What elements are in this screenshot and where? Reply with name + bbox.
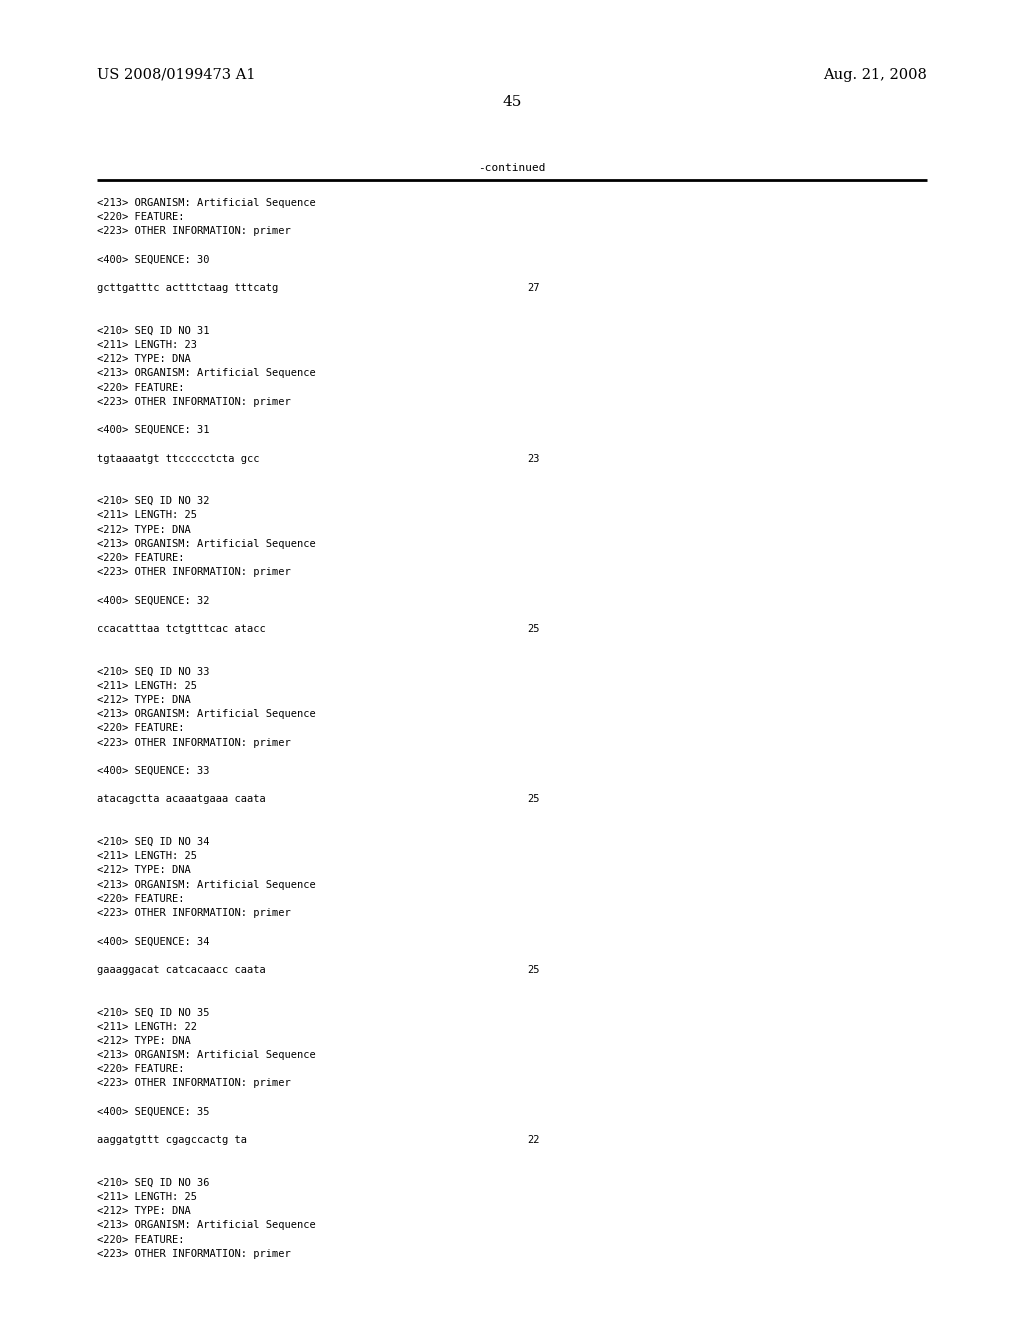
Text: <223> OTHER INFORMATION: primer: <223> OTHER INFORMATION: primer: [97, 738, 291, 747]
Text: 25: 25: [527, 795, 540, 804]
Text: 23: 23: [527, 454, 540, 463]
Text: <220> FEATURE:: <220> FEATURE:: [97, 553, 184, 564]
Text: <400> SEQUENCE: 33: <400> SEQUENCE: 33: [97, 766, 210, 776]
Text: <211> LENGTH: 25: <211> LENGTH: 25: [97, 851, 197, 861]
Text: <212> TYPE: DNA: <212> TYPE: DNA: [97, 696, 190, 705]
Text: Aug. 21, 2008: Aug. 21, 2008: [823, 69, 927, 82]
Text: 25: 25: [527, 965, 540, 974]
Text: 45: 45: [503, 95, 521, 110]
Text: gaaaggacat catcacaacc caata: gaaaggacat catcacaacc caata: [97, 965, 266, 974]
Text: <220> FEATURE:: <220> FEATURE:: [97, 723, 184, 734]
Text: <211> LENGTH: 25: <211> LENGTH: 25: [97, 511, 197, 520]
Text: 25: 25: [527, 624, 540, 634]
Text: ccacatttaa tctgtttcac atacc: ccacatttaa tctgtttcac atacc: [97, 624, 266, 634]
Text: <212> TYPE: DNA: <212> TYPE: DNA: [97, 866, 190, 875]
Text: <223> OTHER INFORMATION: primer: <223> OTHER INFORMATION: primer: [97, 1249, 291, 1259]
Text: gcttgatttc actttctaag tttcatg: gcttgatttc actttctaag tttcatg: [97, 284, 279, 293]
Text: <400> SEQUENCE: 35: <400> SEQUENCE: 35: [97, 1106, 210, 1117]
Text: <400> SEQUENCE: 31: <400> SEQUENCE: 31: [97, 425, 210, 436]
Text: <212> TYPE: DNA: <212> TYPE: DNA: [97, 524, 190, 535]
Text: aaggatgttt cgagccactg ta: aaggatgttt cgagccactg ta: [97, 1135, 247, 1146]
Text: <211> LENGTH: 23: <211> LENGTH: 23: [97, 341, 197, 350]
Text: <223> OTHER INFORMATION: primer: <223> OTHER INFORMATION: primer: [97, 397, 291, 407]
Text: <223> OTHER INFORMATION: primer: <223> OTHER INFORMATION: primer: [97, 568, 291, 577]
Text: <220> FEATURE:: <220> FEATURE:: [97, 213, 184, 222]
Text: <213> ORGANISM: Artificial Sequence: <213> ORGANISM: Artificial Sequence: [97, 368, 315, 379]
Text: <223> OTHER INFORMATION: primer: <223> OTHER INFORMATION: primer: [97, 908, 291, 917]
Text: <212> TYPE: DNA: <212> TYPE: DNA: [97, 354, 190, 364]
Text: <210> SEQ ID NO 36: <210> SEQ ID NO 36: [97, 1177, 210, 1188]
Text: <400> SEQUENCE: 32: <400> SEQUENCE: 32: [97, 595, 210, 606]
Text: <210> SEQ ID NO 33: <210> SEQ ID NO 33: [97, 667, 210, 677]
Text: <400> SEQUENCE: 30: <400> SEQUENCE: 30: [97, 255, 210, 265]
Text: <210> SEQ ID NO 31: <210> SEQ ID NO 31: [97, 326, 210, 335]
Text: <212> TYPE: DNA: <212> TYPE: DNA: [97, 1206, 190, 1216]
Text: US 2008/0199473 A1: US 2008/0199473 A1: [97, 69, 256, 82]
Text: atacagctta acaaatgaaa caata: atacagctta acaaatgaaa caata: [97, 795, 266, 804]
Text: <223> OTHER INFORMATION: primer: <223> OTHER INFORMATION: primer: [97, 1078, 291, 1089]
Text: <400> SEQUENCE: 34: <400> SEQUENCE: 34: [97, 936, 210, 946]
Text: <212> TYPE: DNA: <212> TYPE: DNA: [97, 1036, 190, 1045]
Text: <213> ORGANISM: Artificial Sequence: <213> ORGANISM: Artificial Sequence: [97, 709, 315, 719]
Text: <220> FEATURE:: <220> FEATURE:: [97, 383, 184, 392]
Text: -continued: -continued: [478, 162, 546, 173]
Text: <220> FEATURE:: <220> FEATURE:: [97, 894, 184, 904]
Text: <210> SEQ ID NO 35: <210> SEQ ID NO 35: [97, 1007, 210, 1018]
Text: tgtaaaatgt ttccccctcta gcc: tgtaaaatgt ttccccctcta gcc: [97, 454, 259, 463]
Text: <223> OTHER INFORMATION: primer: <223> OTHER INFORMATION: primer: [97, 227, 291, 236]
Text: <213> ORGANISM: Artificial Sequence: <213> ORGANISM: Artificial Sequence: [97, 539, 315, 549]
Text: <211> LENGTH: 25: <211> LENGTH: 25: [97, 681, 197, 690]
Text: <220> FEATURE:: <220> FEATURE:: [97, 1234, 184, 1245]
Text: <210> SEQ ID NO 32: <210> SEQ ID NO 32: [97, 496, 210, 506]
Text: <210> SEQ ID NO 34: <210> SEQ ID NO 34: [97, 837, 210, 847]
Text: 22: 22: [527, 1135, 540, 1146]
Text: <211> LENGTH: 25: <211> LENGTH: 25: [97, 1192, 197, 1203]
Text: <211> LENGTH: 22: <211> LENGTH: 22: [97, 1022, 197, 1032]
Text: <220> FEATURE:: <220> FEATURE:: [97, 1064, 184, 1074]
Text: 27: 27: [527, 284, 540, 293]
Text: <213> ORGANISM: Artificial Sequence: <213> ORGANISM: Artificial Sequence: [97, 1049, 315, 1060]
Text: <213> ORGANISM: Artificial Sequence: <213> ORGANISM: Artificial Sequence: [97, 879, 315, 890]
Text: <213> ORGANISM: Artificial Sequence: <213> ORGANISM: Artificial Sequence: [97, 1221, 315, 1230]
Text: <213> ORGANISM: Artificial Sequence: <213> ORGANISM: Artificial Sequence: [97, 198, 315, 209]
